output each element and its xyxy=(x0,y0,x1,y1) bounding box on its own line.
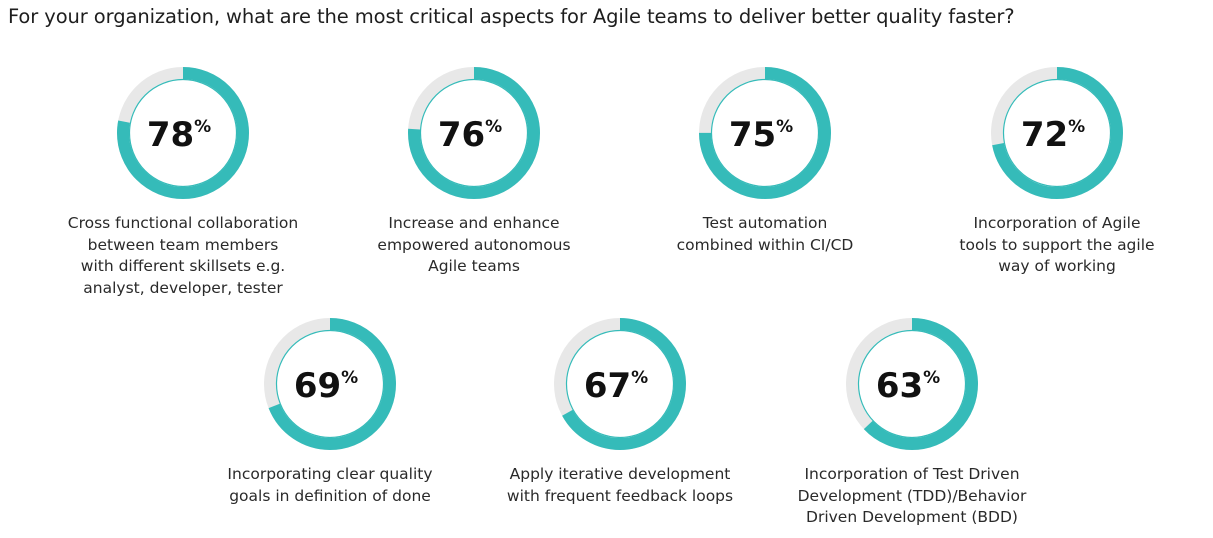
caption-line: Agile teams xyxy=(428,257,520,275)
donut-item: 69% Incorporating clear quality goals in d… xyxy=(180,314,480,507)
donut-value-label: 67% xyxy=(584,366,648,406)
donut-value-label: 76% xyxy=(438,115,502,155)
donut-caption: Apply iterative development with frequent… xyxy=(470,464,770,507)
donut-inner-ring xyxy=(710,78,820,188)
donut-item: 78% Cross functional collaboration between… xyxy=(33,63,333,299)
caption-line: Cross functional collaboration xyxy=(67,214,299,232)
percent-unit: % xyxy=(194,117,211,137)
caption-line: with frequent feedback loops xyxy=(506,486,734,505)
donut-caption: Cross functional collaboration between te… xyxy=(33,213,333,299)
donut-item: 75% Test automation combined within CI/CD xyxy=(615,63,915,256)
donut-chart: 69% xyxy=(264,318,396,450)
donut-value-arc xyxy=(846,318,978,450)
caption-line: Incorporating clear quality xyxy=(227,465,433,483)
caption-line: Incorporation of Agile xyxy=(973,214,1141,232)
donut-item: 67% Apply iterative development with frequ… xyxy=(470,314,770,507)
caption-line: tools to support the agile xyxy=(959,235,1155,254)
donut-caption: Test automation combined within CI/CD xyxy=(615,213,915,256)
caption-line: Development (TDD)/Behavior xyxy=(797,486,1027,505)
caption-line: Test automation xyxy=(702,214,828,232)
donut-caption: Incorporation of Test Driven Development … xyxy=(762,464,1062,529)
donut-value-label: 69% xyxy=(294,366,358,406)
caption-line: way of working xyxy=(998,257,1116,275)
donut-chart: 63% xyxy=(846,318,978,450)
caption-line: analyst, developer, tester xyxy=(83,278,283,297)
caption-line: between team members xyxy=(87,235,279,254)
caption-line: goals in definition of done xyxy=(229,486,431,505)
donut-value-label: 63% xyxy=(876,366,940,406)
donut-inner-ring xyxy=(275,329,385,439)
donut-chart: 78% xyxy=(117,67,249,199)
donut-value-arc xyxy=(264,318,396,450)
donut-inner-ring xyxy=(128,78,238,188)
donut-caption: Incorporating clear quality goals in defi… xyxy=(180,464,480,507)
donut-item: 63% Incorporation of Test Driven Developme… xyxy=(762,314,1062,529)
donut-value-label: 78% xyxy=(147,115,211,155)
donut-item: 76% Increase and enhance empowered autonom… xyxy=(324,63,624,278)
donut-value-label: 72% xyxy=(1021,115,1085,155)
percent-unit: % xyxy=(1068,117,1085,137)
percent-unit: % xyxy=(923,368,940,388)
donut-value-arc xyxy=(554,318,686,450)
donut-value-arc xyxy=(117,67,249,199)
donut-inner-ring xyxy=(857,329,967,439)
percent-unit: % xyxy=(776,117,793,137)
donut-caption: Increase and enhance empowered autonomous… xyxy=(324,213,624,278)
percent-unit: % xyxy=(485,117,502,137)
donut-chart: 72% xyxy=(991,67,1123,199)
donut-value-arc xyxy=(699,67,831,199)
percent-unit: % xyxy=(341,368,358,388)
donut-inner-ring xyxy=(565,329,675,439)
donut-chart: 75% xyxy=(699,67,831,199)
donut-value-label: 75% xyxy=(729,115,793,155)
donut-chart: 76% xyxy=(408,67,540,199)
page-title: For your organization, what are the most… xyxy=(8,5,1015,28)
donut-inner-ring xyxy=(419,78,529,188)
percent-unit: % xyxy=(631,368,648,388)
caption-line: Apply iterative development xyxy=(509,465,731,483)
donut-inner-ring xyxy=(1002,78,1112,188)
donut-chart: 67% xyxy=(554,318,686,450)
donut-value-arc xyxy=(408,67,540,199)
donut-item: 72% Incorporation of Agile tools to suppor… xyxy=(907,63,1207,278)
donut-value-arc xyxy=(991,67,1123,199)
donut-caption: Incorporation of Agile tools to support t… xyxy=(907,213,1207,278)
caption-line: Incorporation of Test Driven xyxy=(804,465,1020,483)
caption-line: combined within CI/CD xyxy=(676,235,854,254)
caption-line: Driven Development (BDD) xyxy=(806,508,1018,526)
caption-line: with different skillsets e.g. xyxy=(80,257,286,275)
caption-line: Increase and enhance xyxy=(388,214,560,232)
caption-line: empowered autonomous xyxy=(377,235,571,254)
